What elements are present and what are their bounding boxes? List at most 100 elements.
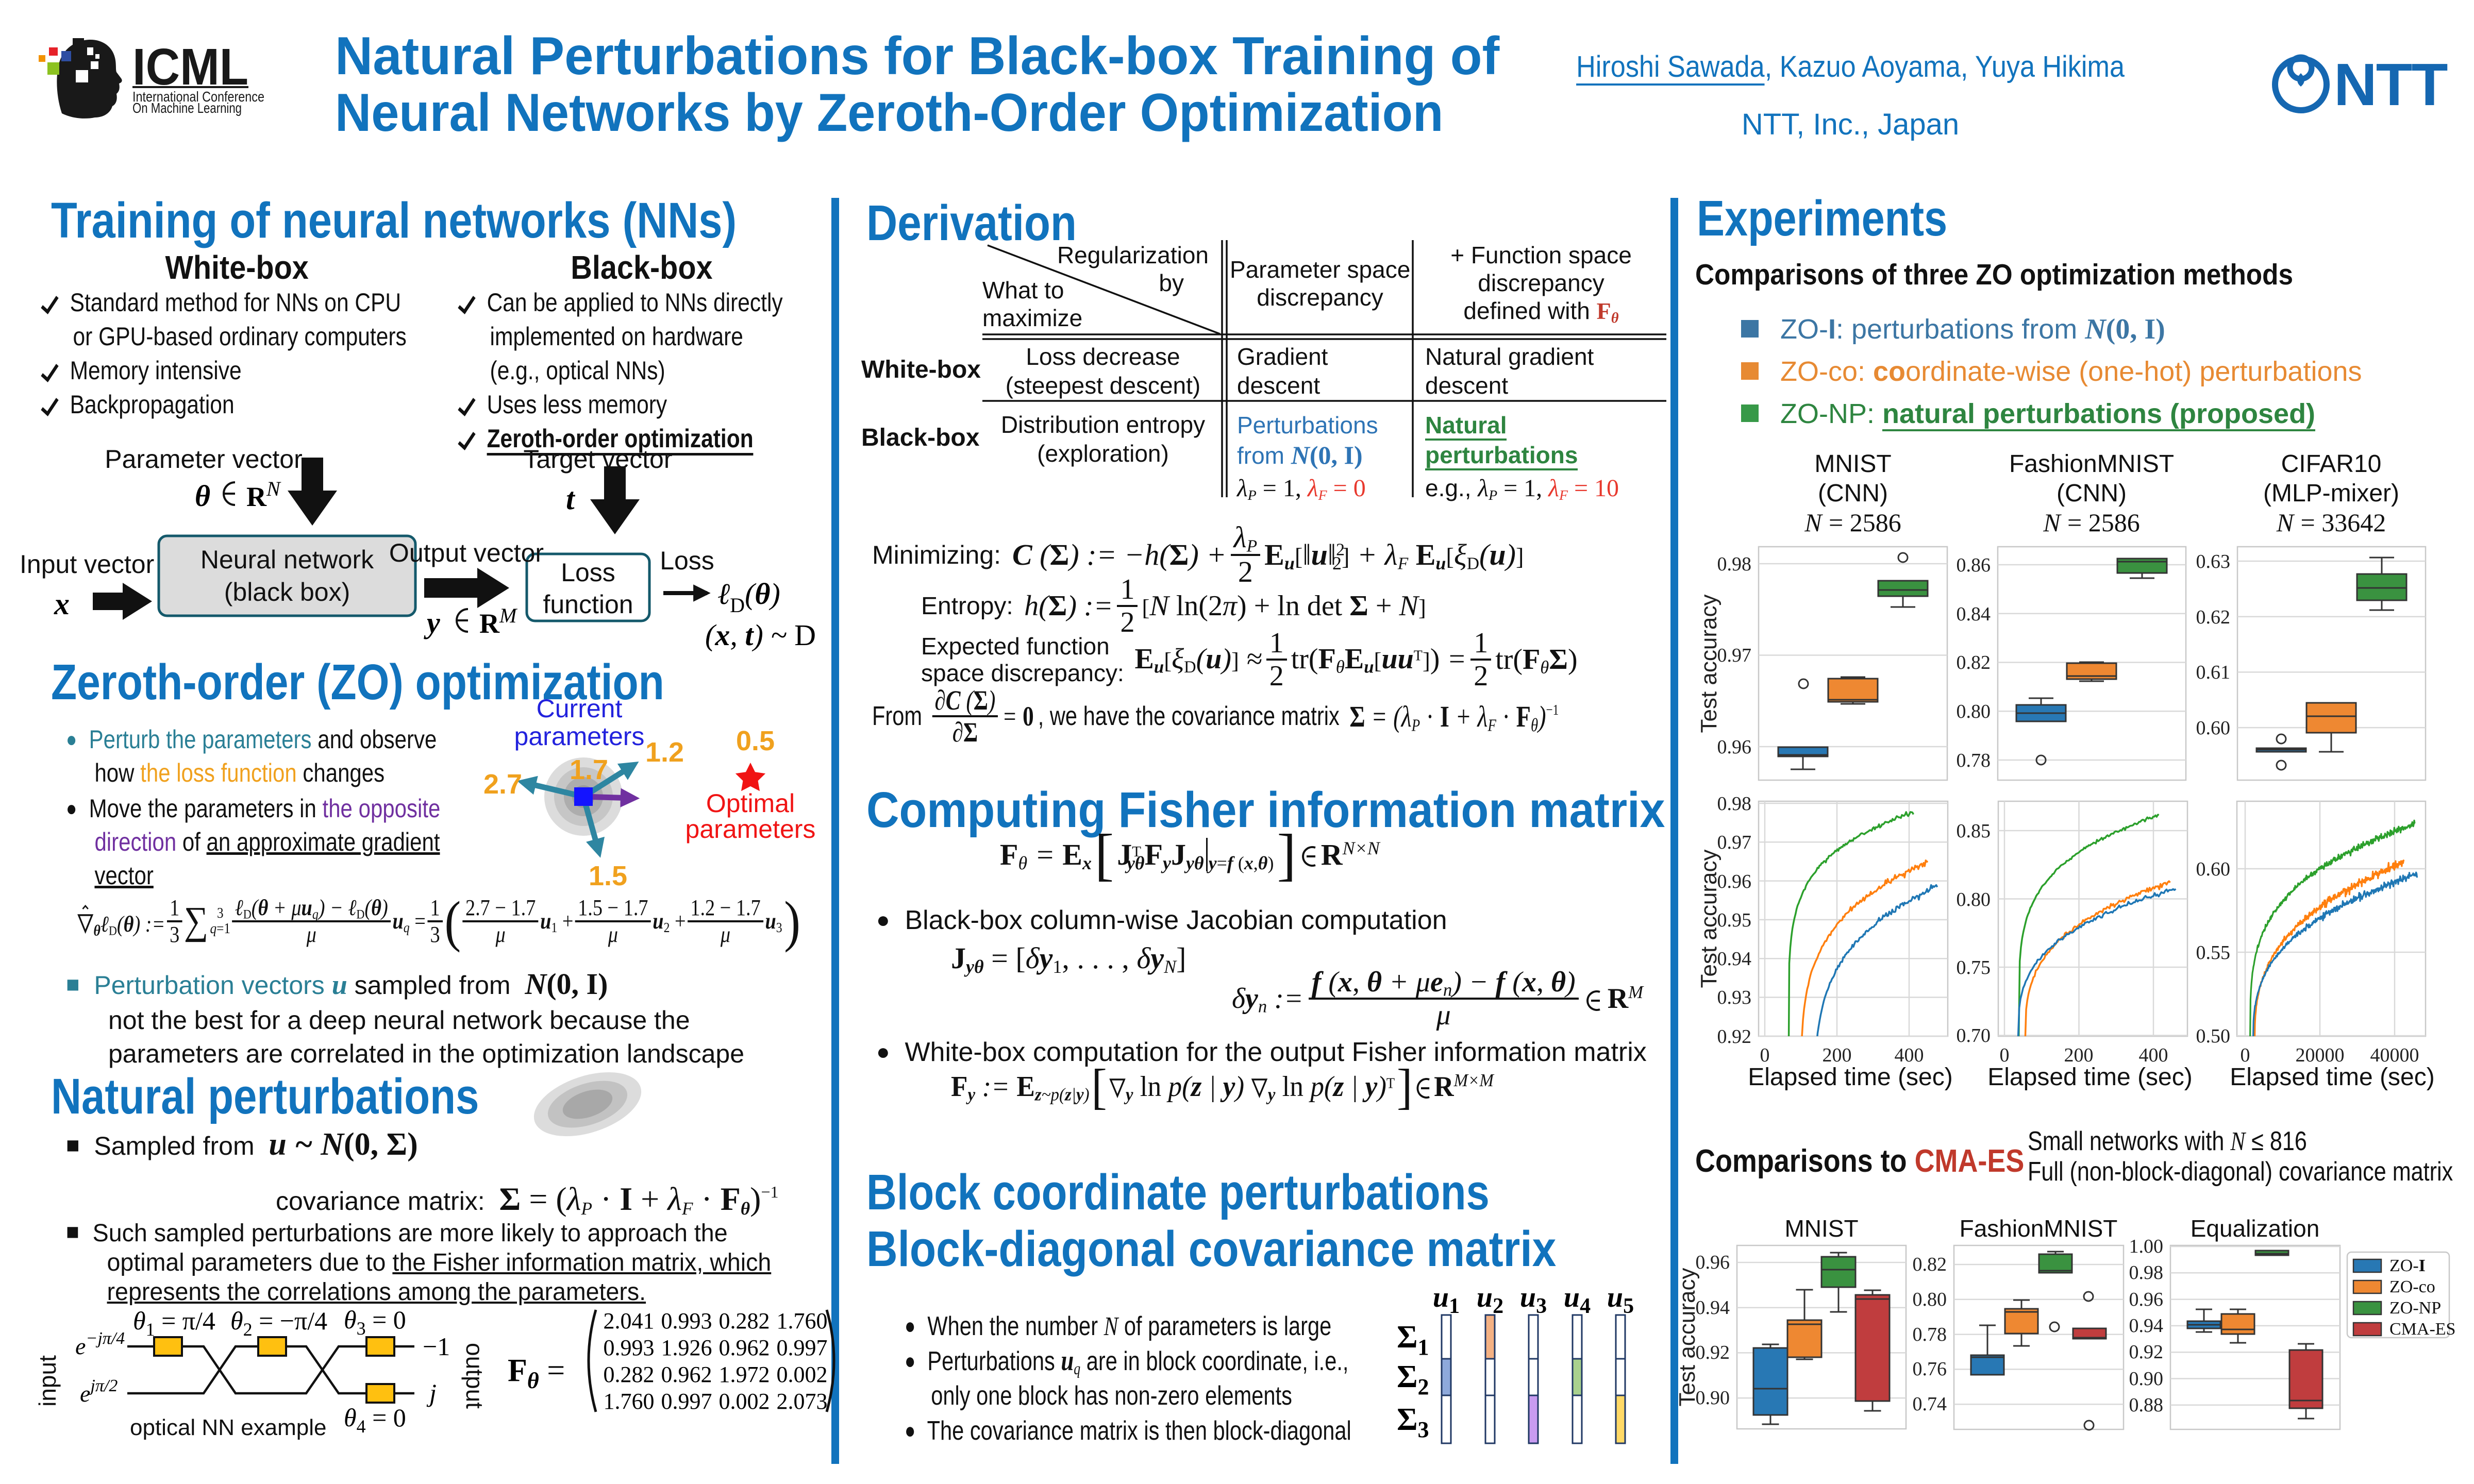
svg-text:1.760: 1.760 <box>777 1308 828 1334</box>
svg-text:0.002: 0.002 <box>777 1362 828 1387</box>
svg-text:0.997: 0.997 <box>777 1335 828 1360</box>
svg-text:1.5: 1.5 <box>589 861 627 891</box>
svg-text:Test accuracy: Test accuracy <box>1696 595 1721 733</box>
svg-text:1.00: 1.00 <box>2129 1236 2164 1257</box>
svg-text:0.80: 0.80 <box>1957 701 1991 722</box>
svg-text:function: function <box>543 590 633 619</box>
svg-text:1.7: 1.7 <box>570 754 608 785</box>
svg-text:Loss: Loss <box>561 558 615 587</box>
svg-text:0.97: 0.97 <box>1717 832 1752 853</box>
svg-text:1.2: 1.2 <box>645 737 684 768</box>
svg-text:200: 200 <box>1823 1044 1852 1066</box>
svg-text:parameters: parameters <box>686 815 816 844</box>
svg-text:Elapsed time (sec): Elapsed time (sec) <box>1748 1064 1952 1091</box>
svg-text:0.60: 0.60 <box>2196 858 2231 880</box>
svg-text:0.94: 0.94 <box>1717 948 1752 970</box>
svg-text:0.5: 0.5 <box>736 726 775 756</box>
svg-text:0.282: 0.282 <box>604 1362 655 1387</box>
svg-text:ZO-co: ZO-co <box>2389 1277 2435 1296</box>
svg-text:400: 400 <box>2139 1044 2168 1066</box>
svg-text:Current: Current <box>537 694 623 723</box>
svg-text:0.86: 0.86 <box>1957 554 1991 576</box>
svg-text:0.96: 0.96 <box>1696 1252 1730 1273</box>
svg-text:0.80: 0.80 <box>1913 1289 1947 1310</box>
svg-text:x: x <box>54 587 70 621</box>
svg-text:0.85: 0.85 <box>1957 820 1991 842</box>
svg-text:0.50: 0.50 <box>2196 1025 2231 1047</box>
svg-text:0.93: 0.93 <box>1717 987 1752 1008</box>
svg-text:(x, t) ~ D: (x, t) ~ D <box>705 618 816 652</box>
svg-text:0.92: 0.92 <box>1696 1342 1730 1363</box>
svg-text:0.92: 0.92 <box>2129 1341 2164 1363</box>
svg-text:NTT: NTT <box>2334 51 2448 118</box>
svg-text:Elapsed time (sec): Elapsed time (sec) <box>1987 1064 2192 1091</box>
svg-text:Test accuracy: Test accuracy <box>1696 850 1721 988</box>
svg-text:1.926: 1.926 <box>661 1335 712 1360</box>
svg-text:0.002: 0.002 <box>719 1389 770 1414</box>
svg-text:ZO-NP: ZO-NP <box>2389 1298 2441 1318</box>
svg-text:θ: θ <box>195 479 210 513</box>
svg-text:2.7: 2.7 <box>483 769 522 800</box>
svg-text:ZO-I: ZO-I <box>2389 1256 2426 1275</box>
svg-text:0.70: 0.70 <box>1957 1025 1991 1047</box>
svg-text:Elapsed time (sec): Elapsed time (sec) <box>2230 1064 2434 1091</box>
svg-text:2.073: 2.073 <box>777 1389 828 1414</box>
svg-text:0.80: 0.80 <box>1957 889 1991 910</box>
svg-text:Input vector: Input vector <box>20 550 154 579</box>
svg-text:0.97: 0.97 <box>1717 645 1752 666</box>
svg-text:Neural network: Neural network <box>200 545 374 574</box>
svg-text:1.760: 1.760 <box>604 1389 655 1414</box>
svg-text:0.82: 0.82 <box>1957 652 1991 673</box>
svg-text:0.993: 0.993 <box>661 1308 712 1334</box>
svg-text:0.92: 0.92 <box>1717 1026 1752 1048</box>
svg-text:Optimal: Optimal <box>706 789 795 818</box>
svg-text:ℓD(θ): ℓD(θ) <box>717 577 780 617</box>
svg-text:0.997: 0.997 <box>661 1389 712 1414</box>
svg-text:40000: 40000 <box>2370 1044 2419 1066</box>
svg-text:0.96: 0.96 <box>1717 736 1752 758</box>
svg-text:0.98: 0.98 <box>2129 1262 2164 1284</box>
svg-text:0.55: 0.55 <box>2196 942 2231 964</box>
svg-text:0: 0 <box>2000 1044 2010 1066</box>
svg-text:Test accuracy: Test accuracy <box>1675 1268 1700 1407</box>
svg-text:θ4 = 0: θ4 = 0 <box>344 1403 406 1437</box>
svg-text:0.90: 0.90 <box>1696 1387 1730 1409</box>
svg-text:(black box): (black box) <box>224 578 350 606</box>
svg-text:optical NN example: optical NN example <box>130 1415 327 1440</box>
svg-text:0.96: 0.96 <box>2129 1289 2164 1310</box>
svg-text:0.61: 0.61 <box>2196 662 2231 683</box>
svg-text:0.993: 0.993 <box>604 1335 655 1360</box>
svg-text:t: t <box>566 482 576 516</box>
svg-text:0.90: 0.90 <box>2129 1368 2164 1390</box>
svg-text:20000: 20000 <box>2296 1044 2345 1066</box>
svg-text:0.76: 0.76 <box>1913 1358 1947 1380</box>
svg-text:0: 0 <box>2241 1044 2250 1066</box>
svg-text:0.82: 0.82 <box>1913 1254 1947 1275</box>
svg-text:On Machine Learning: On Machine Learning <box>132 100 242 116</box>
svg-text:0.96: 0.96 <box>1717 871 1752 892</box>
svg-text:400: 400 <box>1895 1044 1924 1066</box>
svg-text:0.282: 0.282 <box>719 1308 770 1334</box>
svg-text:0.962: 0.962 <box>719 1335 770 1360</box>
svg-text:200: 200 <box>2064 1044 2094 1066</box>
svg-text:2.041: 2.041 <box>604 1308 655 1334</box>
svg-text:CMA-ES: CMA-ES <box>2389 1320 2455 1339</box>
svg-text:International Conference: International Conference <box>132 89 264 105</box>
svg-text:Target vector: Target vector <box>523 445 672 474</box>
svg-text:0.78: 0.78 <box>1957 750 1991 771</box>
svg-text:0.78: 0.78 <box>1913 1324 1947 1345</box>
svg-text:0.63: 0.63 <box>2196 551 2231 572</box>
svg-text:0.962: 0.962 <box>661 1362 712 1387</box>
svg-text:0.94: 0.94 <box>2129 1315 2164 1337</box>
svg-text:0.60: 0.60 <box>2196 717 2231 739</box>
svg-text:Loss: Loss <box>660 546 714 575</box>
svg-text:MNIST: MNIST <box>1784 1215 1858 1242</box>
svg-text:1.972: 1.972 <box>719 1362 770 1387</box>
svg-text:0.98: 0.98 <box>1717 793 1752 815</box>
svg-text:0.84: 0.84 <box>1957 603 1991 625</box>
svg-text:0.95: 0.95 <box>1717 909 1752 931</box>
svg-text:parameters: parameters <box>514 722 645 751</box>
svg-text:Output vector: Output vector <box>389 538 544 567</box>
svg-text:0.75: 0.75 <box>1957 957 1991 979</box>
svg-text:0.94: 0.94 <box>1696 1297 1730 1319</box>
